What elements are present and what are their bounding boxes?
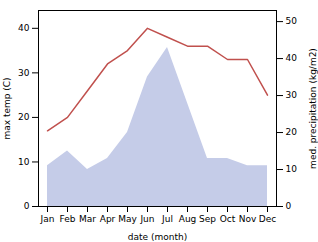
svg-text:20: 20	[18, 112, 30, 122]
svg-text:50: 50	[286, 16, 298, 26]
svg-text:0: 0	[286, 201, 292, 211]
svg-text:Nov: Nov	[239, 214, 257, 224]
svg-text:Jun: Jun	[139, 214, 154, 224]
svg-text:40: 40	[286, 53, 298, 63]
svg-text:Jan: Jan	[40, 214, 55, 224]
svg-text:date (month): date (month)	[128, 232, 187, 242]
svg-text:Feb: Feb	[60, 214, 76, 224]
svg-text:30: 30	[18, 68, 30, 78]
svg-text:Aug: Aug	[179, 214, 197, 224]
svg-text:Dec: Dec	[259, 214, 276, 224]
svg-text:Apr: Apr	[100, 214, 116, 224]
svg-text:20: 20	[286, 127, 298, 137]
svg-text:0: 0	[24, 201, 30, 211]
svg-text:Jul: Jul	[161, 214, 173, 224]
svg-text:Sep: Sep	[199, 214, 216, 224]
svg-text:May: May	[118, 214, 137, 224]
svg-text:med. precipitation (kg/m2): med. precipitation (kg/m2)	[308, 48, 318, 169]
svg-text:10: 10	[286, 164, 298, 174]
svg-text:10: 10	[18, 157, 30, 167]
svg-text:max temp (C): max temp (C)	[2, 77, 12, 139]
svg-text:Oct: Oct	[220, 214, 236, 224]
svg-text:Mar: Mar	[79, 214, 96, 224]
svg-text:30: 30	[286, 90, 298, 100]
svg-text:40: 40	[18, 23, 30, 33]
